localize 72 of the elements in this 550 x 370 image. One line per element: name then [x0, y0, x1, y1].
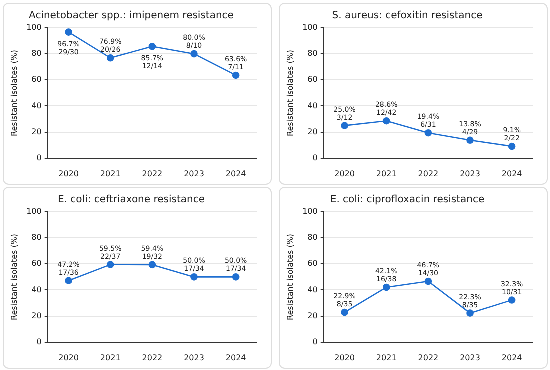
point	[508, 142, 516, 150]
point	[148, 42, 156, 50]
point	[190, 50, 198, 58]
y-tick-label: 60	[308, 259, 318, 268]
chart-title: Acinetobacter spp.: imipenem resistance	[29, 10, 234, 22]
y-axis-title: Resistant isolates (%)	[286, 50, 295, 136]
y-tick-label: 40	[32, 285, 42, 294]
y-tick-label: 0	[312, 337, 318, 346]
y-axis-title: Resistant isolates (%)	[10, 50, 19, 136]
chart-title: S. aureus: cefoxitin resistance	[332, 10, 483, 22]
x-tick-label: 2021	[100, 169, 121, 178]
x-tick-label: 2024	[502, 169, 522, 178]
y-tick-label: 20	[32, 127, 42, 136]
x-tick-label: 2020	[58, 353, 79, 362]
x-tick-label: 2023	[184, 169, 204, 178]
point	[232, 72, 240, 80]
x-tick-label: 2022	[142, 169, 163, 178]
point	[65, 277, 72, 284]
y-tick-label: 40	[308, 101, 318, 110]
x-tick-label: 2023	[460, 353, 480, 362]
point	[341, 308, 348, 316]
y-tick-label: 100	[26, 23, 42, 32]
x-tick-label: 2023	[184, 353, 204, 362]
x-tick-label: 2021	[376, 169, 397, 178]
point	[382, 284, 390, 292]
point	[424, 129, 432, 137]
y-tick-label: 80	[308, 49, 318, 58]
point	[382, 117, 390, 125]
point	[232, 274, 240, 281]
y-tick-label: 100	[302, 23, 318, 32]
point	[508, 296, 516, 304]
y-tick-label: 20	[308, 127, 318, 136]
x-tick-label: 2021	[100, 353, 121, 362]
y-tick-label: 20	[308, 311, 318, 320]
y-tick-label: 80	[308, 233, 318, 242]
y-axis-title: Resistant isolates (%)	[10, 234, 19, 320]
x-tick-label: 2020	[58, 169, 79, 178]
chart-title: E. coli: ciprofloxacin resistance	[330, 194, 485, 206]
x-tick-label: 2024	[226, 353, 246, 362]
y-tick-label: 80	[32, 233, 42, 242]
point	[424, 278, 432, 286]
x-tick-label: 2020	[334, 353, 355, 362]
x-tick-label: 2024	[226, 169, 246, 178]
point	[148, 261, 156, 269]
point	[106, 54, 114, 62]
y-tick-label: 100	[26, 207, 42, 216]
x-tick-label: 2020	[334, 169, 355, 178]
y-axis-title: Resistant isolates (%)	[286, 234, 295, 320]
x-tick-label: 2022	[142, 353, 163, 362]
x-tick-label: 2022	[418, 353, 439, 362]
x-tick-label: 2021	[376, 353, 397, 362]
point	[341, 122, 348, 130]
point	[190, 274, 198, 281]
y-tick-label: 40	[308, 285, 318, 294]
y-tick-label: 0	[36, 337, 42, 346]
x-tick-label: 2024	[502, 353, 522, 362]
y-tick-label: 0	[312, 153, 318, 162]
y-tick-label: 60	[308, 75, 318, 84]
point	[466, 310, 474, 317]
y-tick-label: 80	[32, 49, 42, 58]
y-tick-label: 0	[36, 153, 42, 162]
y-tick-label: 20	[32, 311, 42, 320]
y-tick-label: 40	[32, 101, 42, 110]
chart-title: E. coli: ceftriaxone resistance	[58, 194, 206, 206]
point	[106, 261, 114, 268]
y-tick-label: 60	[32, 259, 42, 268]
x-tick-label: 2023	[460, 169, 480, 178]
point	[65, 28, 72, 36]
y-tick-label: 100	[302, 207, 318, 216]
point	[466, 136, 474, 144]
y-tick-label: 60	[32, 75, 42, 84]
x-tick-label: 2022	[418, 169, 439, 178]
